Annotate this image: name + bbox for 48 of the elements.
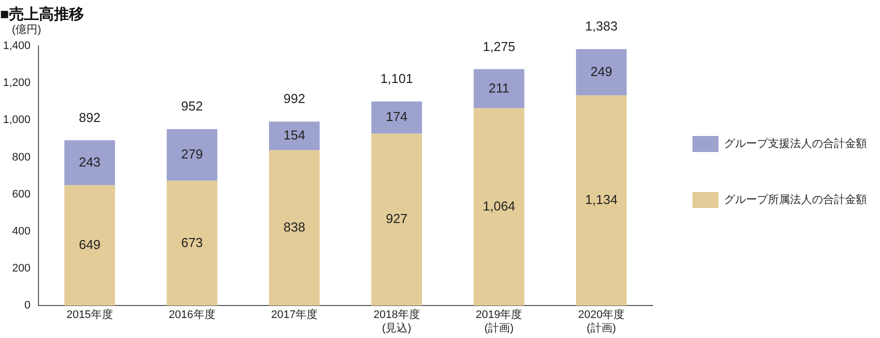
bar [576, 95, 627, 306]
data-label: 649 [78, 237, 101, 252]
x-tick-label: 2017年度 [271, 308, 318, 322]
data-label: 249 [590, 64, 612, 79]
total-label: 952 [181, 98, 203, 114]
bar [474, 108, 524, 306]
data-label: 174 [386, 109, 408, 124]
y-tick-label: 1,200 [2, 77, 31, 90]
bar [371, 101, 422, 134]
data-label: 243 [78, 154, 101, 170]
y-tick-label: 200 [12, 262, 31, 275]
y-axis-title: (億円) [12, 23, 42, 36]
y-tick-label: 0 [24, 300, 31, 312]
data-label: 279 [181, 146, 203, 162]
bar [64, 185, 116, 306]
total-label: 1,275 [482, 38, 516, 54]
data-label: 673 [181, 234, 203, 250]
x-tick-label: 2020年度 (計画) [578, 308, 625, 334]
total-label: 1,383 [585, 18, 618, 34]
x-tick-label: 2016年度 [168, 308, 216, 322]
y-tick-label: 1,400 [2, 40, 31, 52]
y-tick-label: 600 [12, 188, 31, 200]
legend-label: グループ支援法人の合計金額 [724, 137, 867, 150]
chart-title: ■売上高推移 [0, 5, 84, 24]
data-label: 838 [283, 219, 306, 234]
bar [166, 180, 218, 306]
total-label: 892 [78, 110, 101, 125]
y-tick-label: 400 [12, 225, 31, 238]
bar [576, 49, 627, 96]
data-label: 1,134 [585, 192, 618, 208]
bar [64, 140, 116, 186]
y-tick-label: 800 [12, 151, 31, 164]
bar [269, 150, 320, 306]
total-label: 1,101 [380, 71, 413, 86]
bar [166, 129, 218, 181]
data-label: 211 [488, 80, 510, 96]
legend-label: グループ所属法人の合計金額 [724, 193, 867, 206]
total-label: 992 [283, 91, 306, 106]
data-label: 154 [283, 128, 306, 143]
data-label: 927 [386, 211, 408, 226]
x-tick-label: 2015年度 [66, 308, 113, 322]
data-label: 1,064 [482, 198, 516, 214]
y-tick-label: 1,000 [2, 114, 31, 126]
x-tick-label: 2018年度 (見込) [373, 308, 420, 334]
bar [269, 122, 320, 150]
bar [474, 69, 524, 108]
x-tick-label: 2019年度 (計画) [476, 308, 522, 334]
bar [371, 134, 422, 306]
